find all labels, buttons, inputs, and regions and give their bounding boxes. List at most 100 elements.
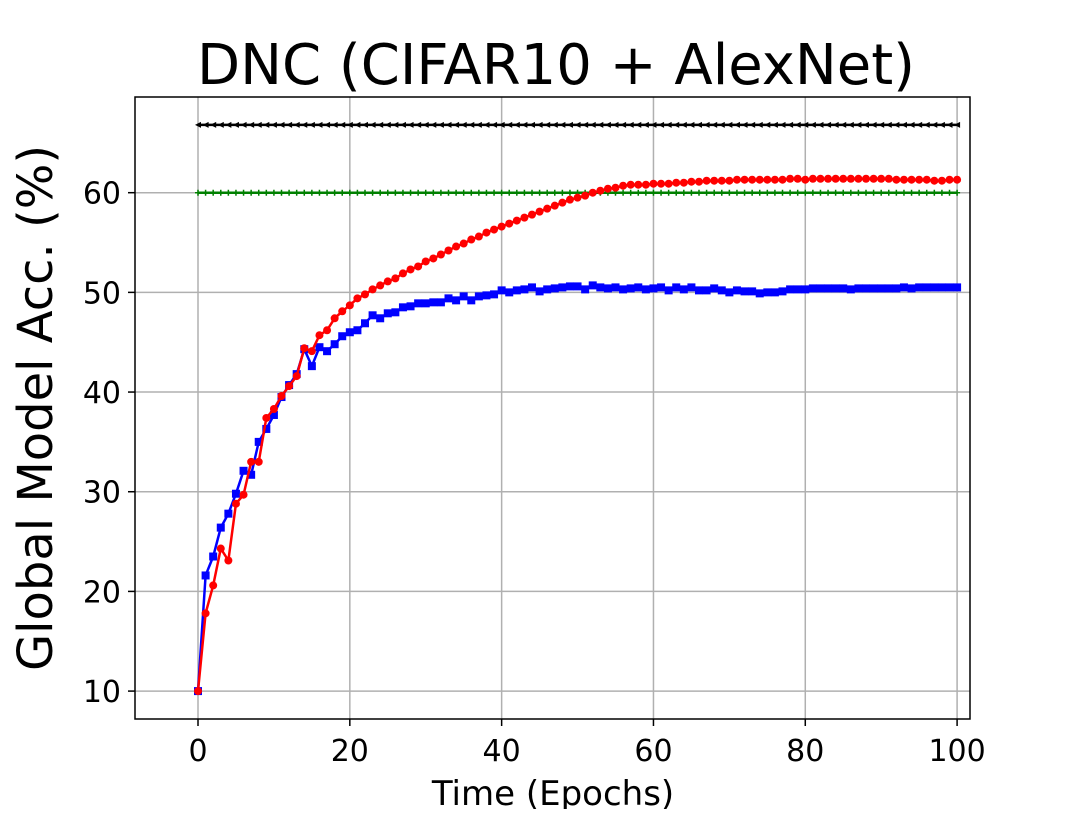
series-3-point: [702, 176, 711, 185]
series-0-point: [642, 121, 649, 128]
series-0-point: [263, 121, 270, 128]
series-3-point: [915, 175, 924, 184]
series-2-point: [937, 283, 946, 292]
series-3-point: [269, 404, 278, 413]
series-0-point: [468, 121, 475, 128]
grid-layer: [135, 97, 970, 719]
series-0-point: [248, 121, 255, 128]
series-2-point: [581, 285, 590, 294]
series-0-point: [536, 121, 543, 128]
series-0-point: [802, 121, 809, 128]
series-0-point: [392, 121, 399, 128]
series-1-point: [407, 189, 414, 196]
series-3-point: [300, 344, 309, 353]
series-2-point: [740, 287, 749, 296]
series-0-point: [316, 121, 323, 128]
series-2-point: [664, 286, 673, 295]
series-2-point: [892, 284, 901, 293]
series-3-point: [573, 193, 582, 202]
series-0-point: [582, 121, 589, 128]
series-1-point: [331, 189, 338, 196]
series-2-point: [687, 283, 696, 292]
series-2-point: [398, 303, 407, 312]
series-3-point: [877, 174, 886, 183]
series-2-point: [755, 289, 764, 298]
series-0-point: [787, 121, 794, 128]
series-1-point: [627, 189, 634, 196]
series-3-point: [717, 176, 726, 185]
series-1-point: [422, 189, 429, 196]
series-0-point: [840, 121, 847, 128]
series-0-point: [718, 121, 725, 128]
series-3-point: [619, 181, 628, 190]
series-1-point: [923, 189, 930, 196]
series-0-point: [225, 121, 232, 128]
series-3-point: [558, 198, 567, 207]
series-1-point: [346, 189, 353, 196]
series-3-point: [444, 246, 453, 255]
series-3-point: [922, 175, 931, 184]
series-2-point: [717, 286, 726, 295]
series-3-point: [725, 176, 734, 185]
series-0-point: [566, 121, 573, 128]
series-0-point: [202, 121, 209, 128]
series-3-point: [528, 210, 537, 219]
series-2-point: [368, 311, 377, 320]
series-1-point: [620, 189, 627, 196]
series-3-point: [307, 347, 316, 356]
series-0-point: [301, 121, 308, 128]
series-0-point: [847, 121, 854, 128]
series-2-point: [588, 281, 597, 290]
series-3-point: [748, 175, 757, 184]
series-2-point: [907, 284, 916, 293]
series-1-point: [248, 189, 255, 196]
series-0-point: [733, 121, 740, 128]
x-tick-label: 20: [331, 734, 369, 769]
series-1-point: [316, 189, 323, 196]
series-2-point: [383, 309, 392, 318]
series-1-point: [529, 189, 536, 196]
series-3-point: [550, 201, 559, 210]
series-2-point: [361, 319, 370, 328]
series-0-point: [210, 121, 217, 128]
series-1-point: [232, 189, 239, 196]
series-3-point: [854, 174, 863, 183]
series-0-point: [604, 121, 611, 128]
series-0-point: [863, 121, 870, 128]
series-2-point: [634, 283, 643, 292]
series-0-point: [779, 121, 786, 128]
series-0-point: [885, 121, 892, 128]
series-3-point: [254, 457, 263, 466]
series-3-point: [687, 177, 696, 186]
series-1-point: [483, 189, 490, 196]
y-tick-label: 30: [83, 476, 121, 511]
series-0-point: [475, 121, 482, 128]
series-1-point: [741, 189, 748, 196]
series-2-point: [528, 283, 537, 292]
series-0-point: [749, 121, 756, 128]
series-0-point: [878, 121, 885, 128]
x-tick-label: 0: [188, 734, 207, 769]
series-2-point: [345, 328, 354, 337]
series-1-point: [817, 189, 824, 196]
series-0-point: [756, 121, 763, 128]
series-2-point: [884, 284, 893, 293]
series-0-point: [627, 121, 634, 128]
series-1-point: [878, 189, 885, 196]
series-2-point: [429, 298, 438, 307]
series-2-point: [459, 292, 468, 301]
series-2-point: [512, 286, 521, 295]
series-3-point: [839, 174, 848, 183]
series-3-point: [467, 235, 476, 244]
series-3-point: [657, 179, 666, 188]
series-2-point: [543, 285, 552, 294]
series-3-point: [345, 301, 354, 310]
x-axis-label: Time (Epochs): [431, 774, 674, 809]
series-3-point: [330, 314, 339, 323]
series-1-point: [863, 189, 870, 196]
series-3-point: [421, 257, 430, 266]
series-3-point: [292, 372, 301, 381]
series-0-point: [195, 121, 202, 128]
series-1-point: [202, 189, 209, 196]
series-0-point: [513, 121, 520, 128]
